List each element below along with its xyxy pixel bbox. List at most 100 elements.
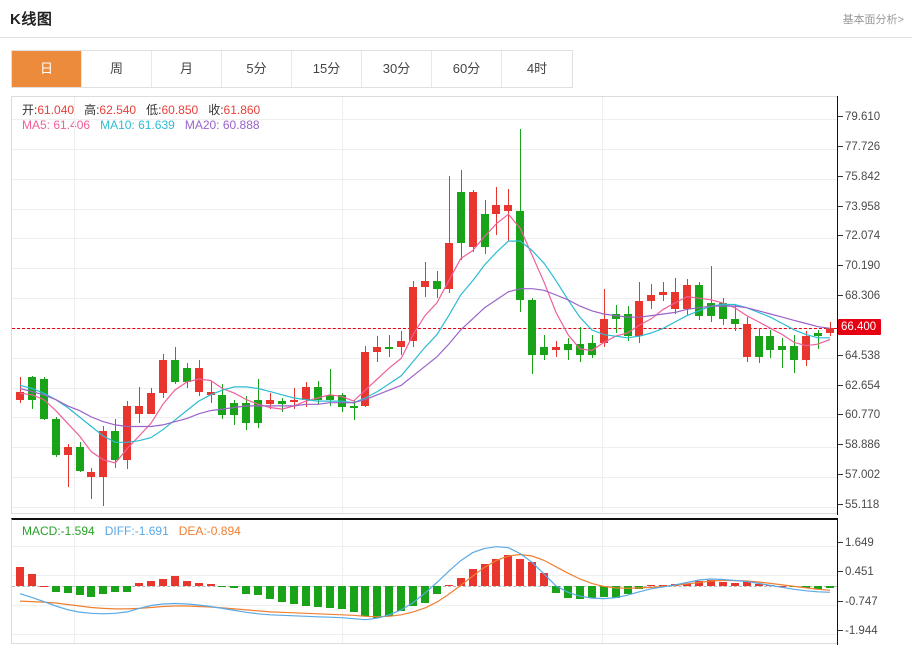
last-price-badge: 66.400 <box>838 319 882 335</box>
macd-bar <box>99 586 107 594</box>
macd-bar <box>743 580 751 587</box>
candle-body <box>504 204 512 212</box>
macd-bar <box>361 586 369 617</box>
macd-axis-rail <box>837 518 838 645</box>
ma10-value: 61.639 <box>138 118 175 132</box>
tab-4[interactable]: 15分 <box>292 51 362 87</box>
macd-axis-tick: 0.451 <box>838 566 874 578</box>
price-gridline <box>12 149 837 150</box>
candle <box>12 97 837 513</box>
diff-value: -1.691 <box>134 524 169 538</box>
tab-1[interactable]: 周 <box>82 51 152 87</box>
macd-bar <box>707 580 715 587</box>
macd-bar <box>373 586 381 618</box>
macd-vgridline <box>342 520 343 643</box>
price-axis-tick: 73.958 <box>838 201 880 213</box>
price-axis-tick: 77.726 <box>838 141 880 153</box>
macd-bar <box>481 564 489 587</box>
close-label: 收: <box>208 103 224 117</box>
ma5-value: 61.406 <box>53 118 91 132</box>
macd-bar <box>52 586 60 592</box>
tab-0[interactable]: 日 <box>12 51 82 87</box>
fundamental-analysis-link[interactable]: 基本面分析> <box>842 14 904 26</box>
macd-bar <box>171 576 179 587</box>
macd-axis-labels: 1.649 0.451 -0.747 -1.944 <box>838 518 912 645</box>
macd-bar <box>612 586 620 598</box>
diff-label: DIFF: <box>104 524 135 538</box>
tab-6[interactable]: 60分 <box>432 51 502 87</box>
price-axis-tick: 55.118 <box>838 499 879 511</box>
macd-bar <box>731 582 739 587</box>
page-title: K线图 <box>10 11 53 28</box>
tab-5[interactable]: 30分 <box>362 51 432 87</box>
macd-bar <box>659 584 667 587</box>
macd-bar <box>385 586 393 616</box>
macd-bar <box>254 586 262 596</box>
price-axis-tick: 60.770 <box>838 409 880 421</box>
period-tabbar[interactable]: 日周月 5分 15分 30分 60分 4时 <box>11 50 573 88</box>
ma20-value: 60.888 <box>222 118 260 132</box>
price-chart-panel[interactable]: 开:61.040 高:62.540 低:60.850 收:61.860 MA5:… <box>11 96 837 514</box>
macd-bar <box>266 586 274 599</box>
macd-gridline <box>12 546 837 547</box>
macd-bar <box>350 586 358 613</box>
ohlc-info: 开:61.040 高:62.540 低:60.850 收:61.860 <box>22 101 260 118</box>
macd-label: MACD: <box>22 524 61 538</box>
ma10-label: MA10: <box>100 118 135 132</box>
macd-bar <box>790 586 798 588</box>
macd-bar <box>242 586 250 594</box>
candle-body <box>87 472 95 478</box>
macd-bar <box>635 586 643 590</box>
price-axis-tick: 75.842 <box>838 171 880 183</box>
price-gridline <box>12 119 837 120</box>
page-header: K线图 基本面分析> <box>0 0 912 38</box>
tab-2[interactable]: 月 <box>152 51 222 87</box>
macd-bar <box>778 585 786 587</box>
tab-7[interactable]: 4时 <box>502 51 572 87</box>
ma-info: MA5: 61.406 MA10: 61.639 MA20: 60.888 <box>22 118 260 132</box>
price-gridline <box>12 477 837 478</box>
candle-wick <box>91 467 92 500</box>
macd-bar <box>766 584 774 587</box>
macd-bar <box>755 583 763 587</box>
close-value: 61.860 <box>223 103 261 117</box>
macd-bar <box>159 579 167 587</box>
high-label: 高: <box>84 103 100 117</box>
candle-wick <box>68 443 69 487</box>
macd-bar <box>183 580 191 587</box>
price-axis-rail <box>837 96 838 515</box>
macd-bar <box>624 586 632 595</box>
macd-axis-tick: -1.944 <box>838 625 878 637</box>
macd-bar <box>16 567 24 587</box>
macd-bar <box>457 578 465 587</box>
low-value: 60.850 <box>161 103 199 117</box>
macd-bar <box>814 586 822 589</box>
macd-bar <box>207 584 215 587</box>
macd-bar <box>540 572 548 587</box>
macd-bar <box>218 586 226 588</box>
macd-bar <box>409 586 417 607</box>
macd-bar <box>397 586 405 611</box>
macd-bar <box>564 586 572 598</box>
macd-info: MACD:-1.594 DIFF:-1.691 DEA:-0.894 <box>22 524 241 538</box>
price-axis-labels: 79.610 77.726 75.842 73.958 72.074 70.190 68.3… <box>838 96 912 515</box>
macd-bar <box>147 580 155 587</box>
macd-bar <box>40 585 48 587</box>
macd-bar <box>528 561 536 587</box>
macd-bar <box>469 568 477 587</box>
macd-chart-panel[interactable]: MACD:-1.594 DIFF:-1.691 DEA:-0.894 <box>11 518 837 644</box>
macd-gridline <box>12 575 837 576</box>
tab-3[interactable]: 5分 <box>222 51 292 87</box>
macd-bar <box>647 585 655 587</box>
macd-bar <box>588 586 596 599</box>
macd-bar <box>504 554 512 587</box>
price-axis-tick: 79.610 <box>838 111 880 123</box>
macd-bar <box>290 586 298 605</box>
macd-bar <box>230 586 238 588</box>
macd-bar <box>326 586 334 608</box>
macd-bar <box>111 586 119 593</box>
macd-bar <box>802 586 810 589</box>
macd-bar <box>195 583 203 587</box>
price-gridline <box>12 209 837 210</box>
macd-bar <box>76 586 84 595</box>
